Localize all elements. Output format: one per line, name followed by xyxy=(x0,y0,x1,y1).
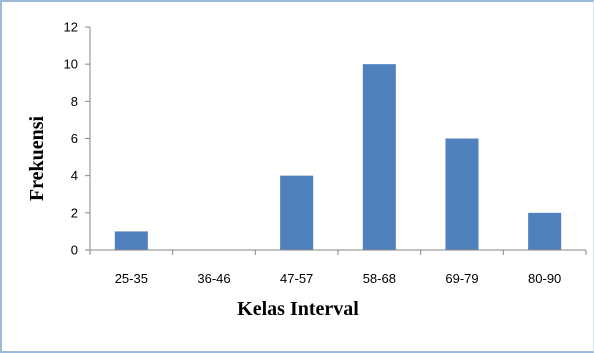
x-tick-label: 69-79 xyxy=(445,271,478,286)
y-tick-label: 4 xyxy=(71,168,78,183)
y-tick-label: 12 xyxy=(64,20,78,35)
y-tick-label: 6 xyxy=(71,131,78,146)
bar-25-35 xyxy=(114,231,148,250)
x-axis-title: Kelas Interval xyxy=(237,298,359,320)
y-axis-title: Frekuensi xyxy=(26,115,48,201)
x-tick-label: 80-90 xyxy=(528,271,561,286)
y-tick-label: 2 xyxy=(71,205,78,220)
y-axis-ticks: 0 2 4 6 8 10 12 xyxy=(64,20,90,258)
x-tick-label: 58-68 xyxy=(363,271,396,286)
bar-80-90 xyxy=(528,212,562,250)
bars xyxy=(114,64,562,251)
x-tick-label: 47-57 xyxy=(280,271,313,286)
y-tick-label: 10 xyxy=(64,57,78,72)
y-tick-label: 8 xyxy=(71,94,78,109)
bar-69-79 xyxy=(445,138,479,250)
x-axis-ticks: 25-35 36-46 47-57 58-68 69-79 80-90 xyxy=(89,250,587,286)
x-tick-label: 25-35 xyxy=(115,271,148,286)
x-tick-label: 36-46 xyxy=(197,271,230,286)
y-tick-label: 0 xyxy=(71,243,78,258)
bar-47-57 xyxy=(280,175,314,250)
bar-58-68 xyxy=(362,64,396,251)
